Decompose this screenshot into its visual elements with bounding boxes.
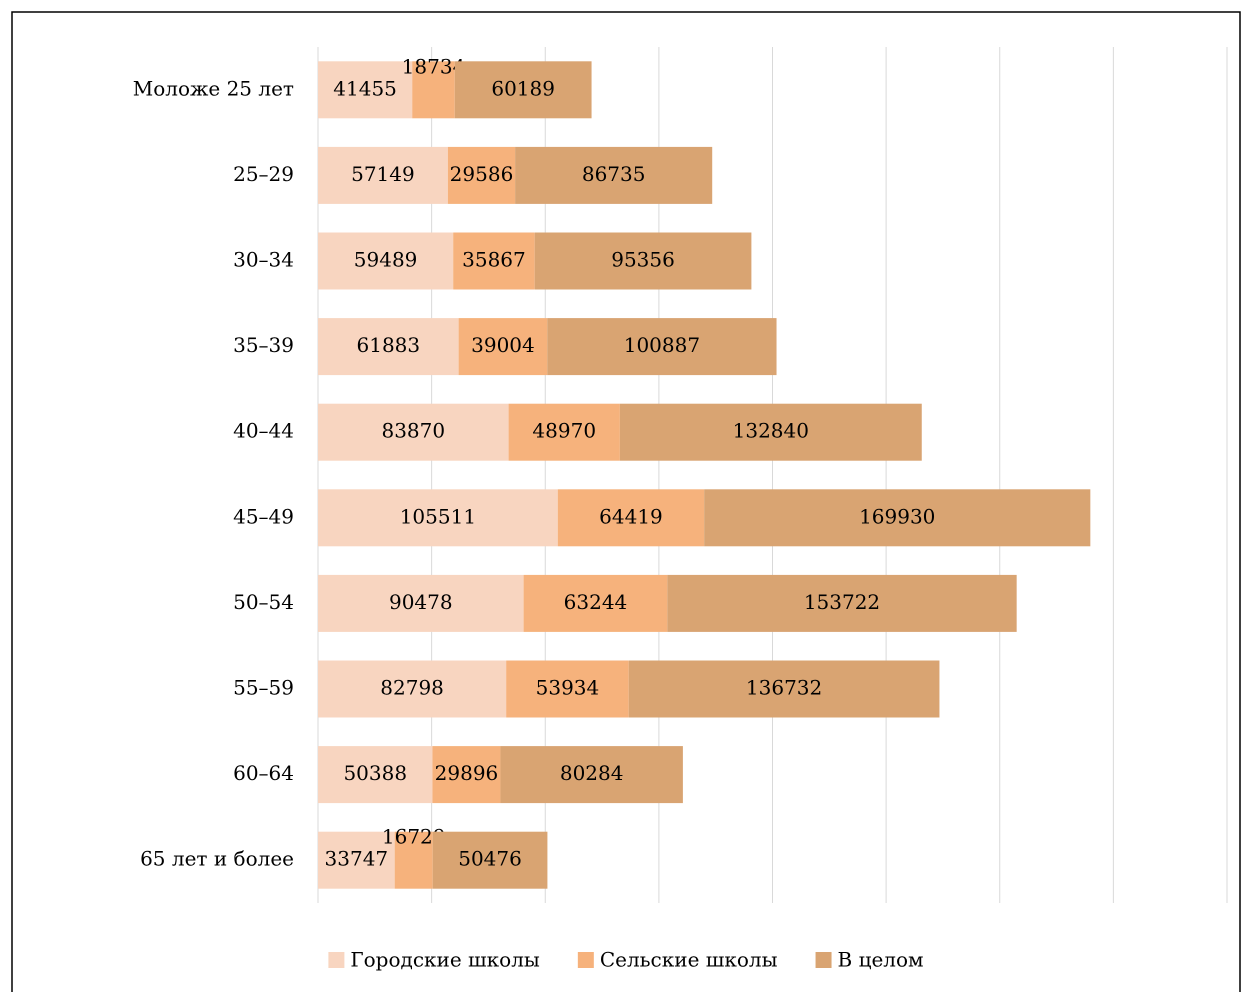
data-label: 18734 (402, 54, 466, 78)
data-label: 50476 (458, 847, 522, 871)
data-label: 48970 (532, 419, 596, 443)
bar-segment (318, 489, 558, 547)
bar-segment (318, 660, 507, 718)
y-tick-label: 50–54 (233, 590, 294, 614)
bar-segment (619, 403, 922, 461)
bar-segment (318, 403, 509, 461)
bar-segment (534, 232, 752, 290)
data-label: 29586 (450, 162, 514, 186)
bar-segment (667, 574, 1017, 632)
data-label: 35867 (462, 248, 526, 272)
data-label: 105511 (400, 504, 476, 528)
data-label: 153722 (804, 590, 880, 614)
y-tick-label: 45–49 (233, 504, 294, 528)
bar-segment (318, 146, 448, 204)
bar-segment (500, 746, 683, 804)
y-tick-label: 35–39 (233, 333, 294, 357)
data-label: 169930 (859, 504, 935, 528)
bar-segment (432, 746, 501, 804)
bar-segment (412, 61, 455, 119)
bar-segment (454, 61, 592, 119)
bar-segment (506, 660, 629, 718)
data-label: 82798 (380, 676, 444, 700)
bar-segment (318, 831, 395, 889)
legend-label: Городские школы (350, 948, 540, 972)
y-tick-label: 55–59 (233, 676, 294, 700)
bar-segment (458, 318, 548, 376)
data-label: 83870 (381, 419, 445, 443)
data-label: 33747 (325, 847, 389, 871)
bar-segment (515, 146, 713, 204)
data-label: 80284 (560, 761, 624, 785)
bar-segment (394, 831, 433, 889)
y-tick-label: 25–29 (233, 162, 294, 186)
data-label: 29896 (435, 761, 499, 785)
data-label: 63244 (564, 590, 628, 614)
bar-segment (523, 574, 668, 632)
data-label: 64419 (599, 504, 663, 528)
bar-segment (508, 403, 620, 461)
data-label: 132840 (733, 419, 809, 443)
data-label: 86735 (582, 162, 646, 186)
y-tick-label: Моложе 25 лет (133, 76, 294, 100)
data-label: 50388 (343, 761, 407, 785)
y-tick-label: 65 лет и более (140, 847, 294, 871)
data-label: 136732 (746, 676, 822, 700)
y-tick-label: 30–34 (233, 248, 294, 272)
legend-swatch (328, 952, 345, 968)
data-label: 95356 (611, 248, 675, 272)
data-label: 59489 (354, 248, 418, 272)
data-label: 39004 (471, 333, 535, 357)
data-label: 90478 (389, 590, 453, 614)
legend-label: Сельские школы (600, 948, 778, 972)
bar-segment (318, 318, 459, 376)
data-label: 100887 (624, 333, 700, 357)
legend-swatch (577, 952, 594, 968)
bar-segment (432, 831, 548, 889)
bar-segment (704, 489, 1091, 547)
y-tick-label: 40–44 (233, 419, 294, 443)
bar-segment (318, 574, 524, 632)
data-label: 41455 (333, 76, 397, 100)
bar-segment (557, 489, 705, 547)
y-tick-label: 60–64 (233, 761, 294, 785)
bar-segment (318, 232, 454, 290)
bar-segment (318, 61, 413, 119)
data-label: 60189 (491, 76, 555, 100)
bar-segment (453, 232, 535, 290)
legend-swatch (815, 952, 832, 968)
bar-segment (447, 146, 516, 204)
data-label: 61883 (357, 333, 421, 357)
bar-segment (547, 318, 777, 376)
data-label: 57149 (351, 162, 415, 186)
bar-segment (318, 746, 433, 804)
data-label: 53934 (536, 676, 600, 700)
bar-segment (628, 660, 940, 718)
legend-label: В целом (838, 948, 924, 972)
